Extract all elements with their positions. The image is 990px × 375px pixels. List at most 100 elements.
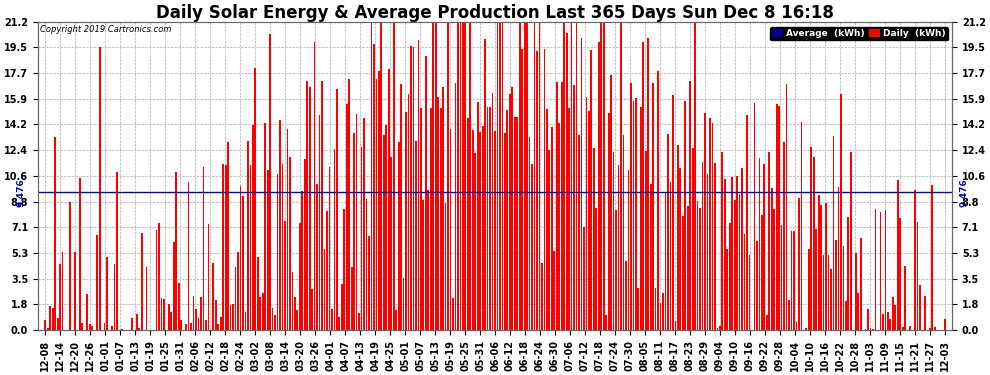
- Bar: [570, 22, 572, 330]
- Bar: [168, 304, 169, 330]
- Bar: [568, 108, 570, 330]
- Bar: [373, 44, 375, 330]
- Bar: [929, 328, 931, 330]
- Bar: [452, 298, 453, 330]
- Bar: [556, 82, 557, 330]
- Bar: [613, 152, 615, 330]
- Bar: [618, 165, 620, 330]
- Bar: [522, 49, 523, 330]
- Bar: [534, 22, 536, 330]
- Bar: [170, 312, 172, 330]
- Bar: [796, 322, 797, 330]
- Text: 9.476: 9.476: [959, 178, 968, 207]
- Bar: [793, 231, 795, 330]
- Bar: [193, 296, 194, 330]
- Bar: [697, 201, 699, 330]
- Bar: [625, 261, 627, 330]
- Bar: [228, 142, 229, 330]
- Bar: [223, 164, 224, 330]
- Bar: [667, 134, 669, 330]
- Bar: [390, 158, 392, 330]
- Bar: [519, 22, 521, 330]
- Bar: [264, 123, 266, 330]
- Bar: [872, 329, 874, 330]
- Bar: [220, 317, 222, 330]
- Bar: [454, 82, 456, 330]
- Bar: [768, 152, 770, 330]
- Bar: [163, 299, 164, 330]
- Bar: [61, 252, 63, 330]
- Bar: [808, 249, 810, 330]
- Bar: [771, 188, 772, 330]
- Bar: [801, 122, 802, 330]
- Bar: [447, 22, 448, 330]
- Bar: [326, 210, 328, 330]
- Bar: [233, 304, 234, 330]
- Bar: [459, 22, 461, 330]
- Bar: [833, 136, 835, 330]
- Bar: [677, 145, 679, 330]
- Bar: [509, 94, 511, 330]
- Bar: [484, 39, 486, 330]
- Bar: [909, 326, 911, 330]
- Bar: [850, 152, 851, 330]
- Bar: [329, 167, 331, 330]
- Bar: [59, 264, 61, 330]
- Bar: [294, 297, 296, 330]
- Bar: [375, 79, 377, 330]
- Bar: [415, 141, 417, 330]
- Bar: [353, 133, 355, 330]
- Bar: [365, 199, 367, 330]
- Bar: [218, 324, 219, 330]
- Bar: [813, 157, 815, 330]
- Bar: [786, 84, 787, 330]
- Bar: [355, 114, 357, 330]
- Bar: [924, 296, 926, 330]
- Bar: [272, 308, 273, 330]
- Bar: [806, 328, 807, 330]
- Bar: [823, 255, 825, 330]
- Bar: [644, 151, 646, 330]
- Bar: [600, 22, 602, 330]
- Bar: [141, 233, 143, 330]
- Bar: [529, 137, 531, 330]
- Bar: [704, 112, 706, 330]
- Bar: [578, 135, 580, 330]
- Bar: [440, 108, 442, 330]
- Bar: [897, 180, 899, 330]
- Bar: [462, 22, 463, 330]
- Bar: [855, 253, 856, 330]
- Bar: [869, 328, 871, 330]
- Bar: [608, 112, 610, 330]
- Bar: [405, 112, 407, 330]
- Bar: [553, 251, 555, 330]
- Text: Copyright 2019 Cartronics.com: Copyright 2019 Cartronics.com: [40, 26, 171, 34]
- Bar: [699, 209, 701, 330]
- Bar: [304, 159, 306, 330]
- Bar: [175, 172, 177, 330]
- Bar: [532, 164, 533, 330]
- Bar: [370, 22, 372, 330]
- Bar: [311, 289, 313, 330]
- Bar: [659, 303, 661, 330]
- Bar: [482, 126, 483, 330]
- Bar: [739, 194, 741, 330]
- Bar: [652, 83, 654, 330]
- Bar: [702, 162, 704, 330]
- Bar: [527, 22, 528, 330]
- Bar: [74, 252, 76, 330]
- Bar: [385, 124, 387, 330]
- Bar: [551, 127, 552, 330]
- Bar: [47, 328, 49, 330]
- Legend: Average  (kWh), Daily  (kWh): Average (kWh), Daily (kWh): [770, 27, 947, 40]
- Bar: [689, 81, 691, 330]
- Bar: [388, 69, 390, 330]
- Bar: [672, 96, 674, 330]
- Bar: [932, 185, 934, 330]
- Bar: [546, 109, 547, 330]
- Bar: [160, 298, 162, 330]
- Bar: [763, 164, 765, 330]
- Bar: [633, 101, 635, 330]
- Bar: [593, 148, 595, 330]
- Bar: [316, 184, 318, 330]
